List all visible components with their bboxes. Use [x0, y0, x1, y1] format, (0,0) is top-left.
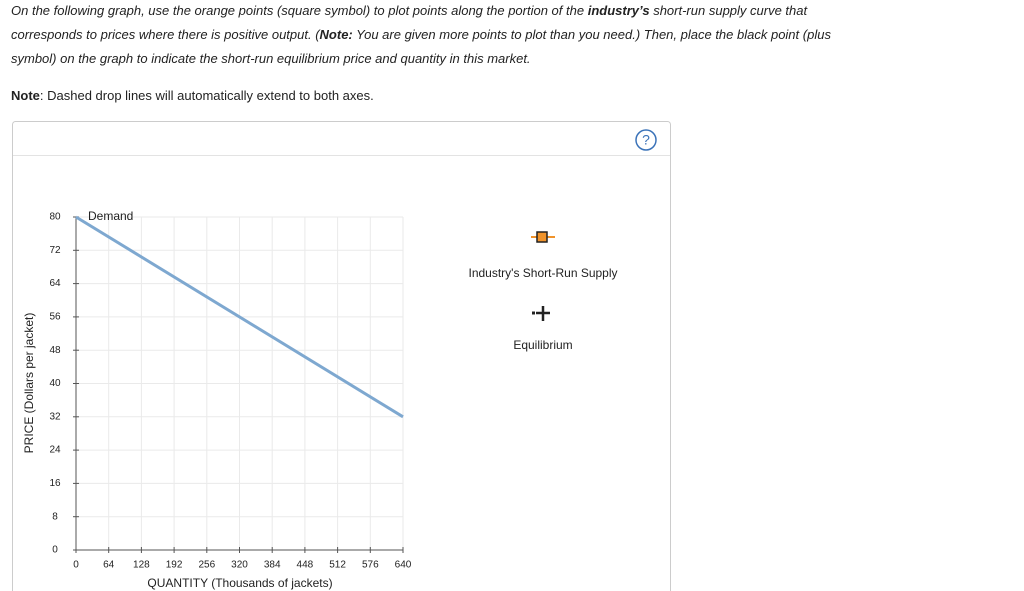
x-tick-label: 576: [362, 560, 379, 571]
y-tick-label: 72: [49, 245, 61, 256]
x-tick-label: 320: [231, 560, 248, 571]
panel: [12, 121, 671, 591]
y-tick-label: 80: [49, 212, 61, 223]
y-tick-label: 40: [49, 378, 61, 389]
y-tick-label: 56: [49, 312, 61, 323]
series-label: Demand: [88, 209, 133, 223]
instruction-line: corresponds to prices where there is pos…: [11, 27, 831, 42]
bold-text: industry’s: [587, 3, 650, 18]
text: : Dashed drop lines will automatically e…: [39, 88, 374, 103]
bold-text: Note:: [319, 27, 353, 42]
x-tick-label: 256: [198, 560, 215, 571]
text: On the following graph, use the orange p…: [11, 3, 588, 18]
note: Note: Dashed drop lines will automatical…: [11, 88, 374, 103]
legend-square[interactable]: [536, 231, 548, 243]
text: symbol) on the graph to indicate the sho…: [11, 51, 531, 66]
y-tick-label: 8: [52, 511, 58, 522]
y-tick-label: 16: [49, 478, 61, 489]
help-button[interactable]: [635, 129, 657, 151]
text: You are given more points to plot than y…: [352, 27, 831, 42]
y-tick-label: 24: [49, 445, 61, 456]
x-tick-label: 512: [329, 560, 346, 571]
x-tick-label: 640: [395, 560, 412, 571]
instruction-line: On the following graph, use the orange p…: [11, 3, 807, 18]
y-axis-label: PRICE (Dollars per jacket): [22, 313, 36, 454]
help-icon[interactable]: ?: [642, 132, 650, 148]
x-tick-label: 64: [103, 560, 115, 571]
x-tick-label: 448: [297, 560, 314, 571]
series-line: [75, 215, 404, 419]
y-tick-label: 48: [49, 345, 61, 356]
text: corresponds to prices where there is pos…: [11, 27, 320, 42]
bold-text: Note: [11, 88, 40, 103]
y-tick-label: 32: [49, 411, 61, 422]
x-axis-label: QUANTITY (Thousands of jackets): [147, 576, 332, 590]
legend-plus[interactable]: [536, 306, 550, 321]
x-tick-label: 384: [264, 560, 281, 571]
x-tick-label: 0: [73, 560, 79, 571]
text: short-run supply curve that: [649, 3, 808, 18]
legend-label: Equilibrium: [513, 338, 572, 352]
x-tick-label: 128: [133, 560, 150, 571]
plot: 0 8 16 24 32 40 48 56 64 72 80 0 64 128 192 256 320 384 44…: [49, 209, 411, 570]
legend-label: Industry's Short-Run Supply: [468, 266, 617, 280]
instruction-line: symbol) on the graph to indicate the sho…: [11, 51, 531, 66]
y-tick-label: 64: [49, 278, 61, 289]
y-tick-label: 0: [52, 545, 58, 556]
x-tick-label: 192: [166, 560, 183, 571]
